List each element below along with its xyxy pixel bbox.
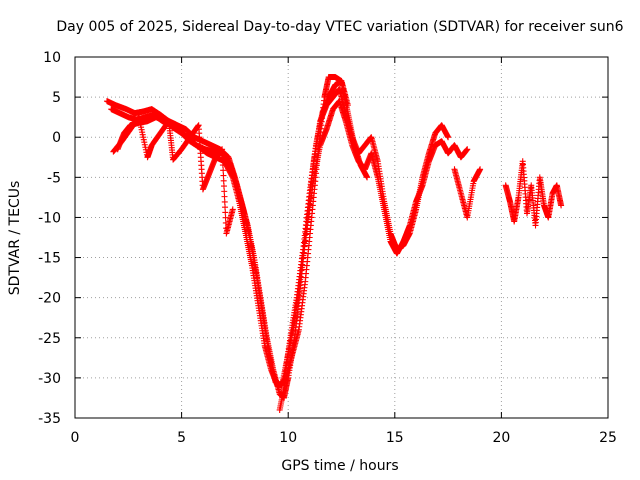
y-tick-label: -5 <box>47 170 61 186</box>
data-point <box>558 202 565 209</box>
data-point <box>464 146 471 153</box>
y-tick-label: 5 <box>52 90 61 106</box>
data-point <box>220 177 227 184</box>
x-tick-label: 25 <box>599 430 617 446</box>
axis-ticks <box>74 56 609 419</box>
x-tick-label: 0 <box>71 430 80 446</box>
data-point <box>220 183 227 190</box>
series-late-tail <box>451 158 565 229</box>
x-tick-label: 20 <box>492 430 510 446</box>
y-tick-label: -20 <box>38 291 61 307</box>
data-point <box>221 193 228 200</box>
data-point <box>221 188 228 195</box>
data-point <box>219 146 226 153</box>
y-tick-label: -35 <box>38 411 61 427</box>
y-tick-label: -10 <box>38 210 61 226</box>
y-tick-label: -25 <box>38 331 61 347</box>
data-point <box>445 134 452 141</box>
data-point <box>229 206 236 213</box>
chart-title: Day 005 of 2025, Sidereal Day-to-day VTE… <box>56 19 623 35</box>
series-short-arcs <box>110 74 371 413</box>
data-point <box>222 204 229 211</box>
y-tick-labels: 10 5 0 -5 -10 -15 -20 -25 -30 -35 <box>38 50 61 427</box>
x-axis-label: GPS time / hours <box>281 458 398 474</box>
data-point <box>219 156 226 163</box>
plot-frame <box>74 56 609 419</box>
x-tick-labels: 0 5 10 15 20 25 <box>71 430 617 446</box>
data-point <box>221 198 228 205</box>
grid <box>75 57 608 418</box>
data-point <box>364 174 371 181</box>
data-point <box>220 172 227 179</box>
y-tick-label: -30 <box>38 371 61 387</box>
data-point <box>222 209 229 216</box>
y-tick-label: -15 <box>38 251 61 267</box>
x-tick-label: 15 <box>386 430 404 446</box>
y-axis-label: SDTVAR / TECUs <box>7 181 23 296</box>
data-point <box>477 166 484 173</box>
data-point <box>219 151 226 158</box>
data-point <box>222 214 229 221</box>
data-point <box>220 167 227 174</box>
y-tick-label: 0 <box>52 130 61 146</box>
data-point <box>219 162 226 169</box>
data-points <box>103 74 565 413</box>
x-tick-label: 10 <box>279 430 297 446</box>
y-tick-label: 10 <box>43 50 61 66</box>
x-tick-label: 5 <box>177 430 186 446</box>
